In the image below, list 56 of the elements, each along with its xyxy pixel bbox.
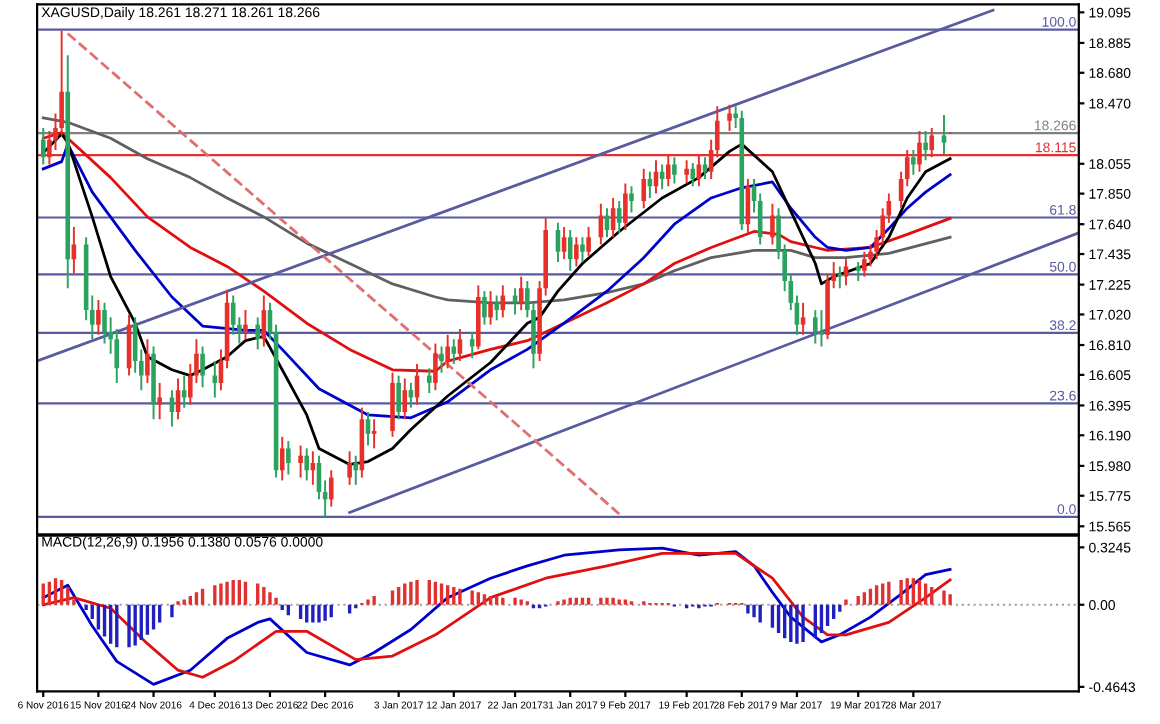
candlestick (298, 444, 303, 479)
candlestick (347, 450, 352, 486)
candlestick (328, 469, 334, 508)
candlestick (567, 229, 573, 272)
candlestick (482, 290, 487, 326)
candlestick (604, 207, 610, 239)
candlestick (365, 411, 371, 447)
candlestick (855, 261, 861, 282)
candlestick (457, 328, 463, 363)
candlestick (433, 342, 438, 392)
candlestick (96, 298, 101, 336)
candlestick (157, 381, 162, 421)
candlestick (494, 294, 499, 322)
candlestick (200, 345, 205, 389)
candlestick (586, 226, 591, 258)
line-series (41, 142, 952, 420)
candlestick (843, 258, 849, 287)
candlestick (518, 275, 524, 312)
candlestick (819, 309, 824, 348)
candlestick (439, 345, 444, 374)
candlestick (629, 185, 634, 214)
candlestick (702, 156, 708, 181)
candlestick (923, 130, 928, 162)
candlestick (426, 367, 432, 395)
candlestick (862, 250, 867, 278)
candlestick (684, 159, 689, 185)
candlestick (286, 440, 291, 476)
candlestick (641, 167, 647, 210)
candlestick (837, 265, 843, 290)
candlestick (40, 127, 46, 166)
candlestick (574, 236, 579, 268)
candlestick (561, 226, 567, 261)
candlestick (813, 309, 818, 345)
candlestick (580, 236, 585, 264)
candlestick (445, 333, 450, 370)
candlestick (727, 103, 732, 132)
candlestick (488, 290, 493, 326)
candlestick (396, 374, 401, 421)
candlestick (911, 148, 916, 176)
candlestick (304, 447, 310, 482)
candlestick (690, 162, 696, 188)
candlestick (623, 182, 628, 231)
candlestick (243, 309, 248, 341)
candlestick (371, 418, 377, 450)
candlestick (279, 435, 285, 482)
candlestick (616, 199, 622, 234)
candlestick (800, 301, 806, 336)
candlestick (770, 202, 775, 246)
candlestick (353, 454, 359, 486)
candlestick (255, 316, 261, 351)
candlestick (672, 156, 677, 185)
candlestick (941, 114, 947, 156)
candlestick (169, 389, 175, 428)
candlestick (402, 377, 408, 421)
candlestick (145, 338, 150, 384)
candlestick (451, 338, 457, 365)
